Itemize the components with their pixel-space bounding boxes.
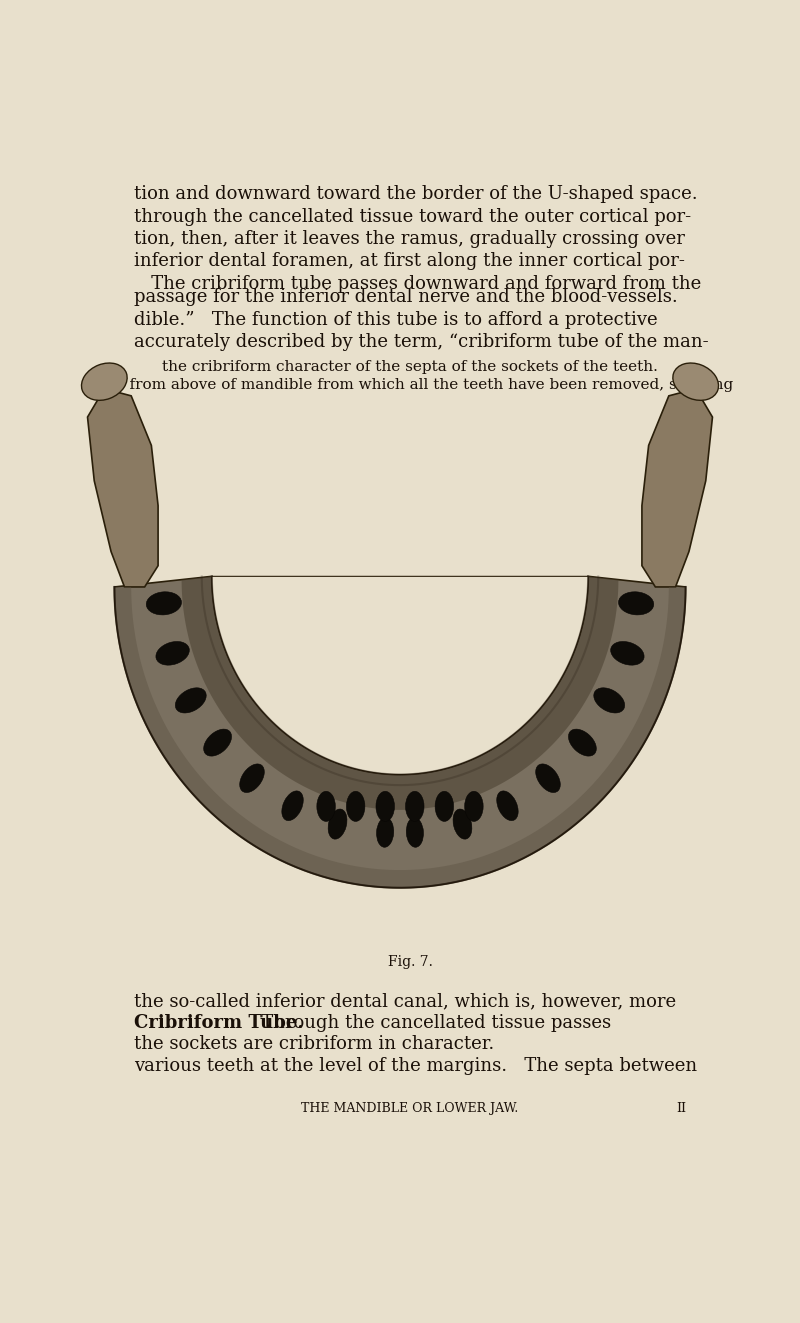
Ellipse shape [346, 791, 365, 822]
Text: passage for the inferior dental nerve and the blood-vessels.: passage for the inferior dental nerve an… [134, 288, 678, 306]
Ellipse shape [82, 363, 127, 401]
Ellipse shape [673, 363, 718, 401]
Ellipse shape [406, 818, 423, 847]
Polygon shape [114, 577, 686, 888]
Ellipse shape [175, 688, 206, 713]
Text: Through the cancellated tissue passes: Through the cancellated tissue passes [245, 1015, 611, 1032]
Text: Fig. 7.: Fig. 7. [387, 955, 433, 970]
Ellipse shape [377, 818, 394, 847]
Ellipse shape [465, 791, 483, 822]
Text: dible.”   The function of this tube is to afford a protective: dible.” The function of this tube is to … [134, 311, 658, 328]
Ellipse shape [146, 591, 182, 615]
Text: THE MANDIBLE OR LOWER JAW.: THE MANDIBLE OR LOWER JAW. [302, 1102, 518, 1115]
Text: through the cancellated tissue toward the outer cortical por-: through the cancellated tissue toward th… [134, 208, 691, 226]
Text: accurately described by the term, “cribriform tube of the man-: accurately described by the term, “cribr… [134, 333, 709, 351]
Ellipse shape [156, 642, 190, 665]
Polygon shape [182, 577, 618, 810]
Ellipse shape [435, 791, 454, 822]
Text: the sockets are cribriform in character.: the sockets are cribriform in character. [134, 1035, 494, 1053]
Ellipse shape [594, 688, 625, 713]
Ellipse shape [282, 791, 303, 820]
Text: Cribriform Tube.: Cribriform Tube. [134, 1015, 304, 1032]
Text: various teeth at the level of the margins.   The septa between: various teeth at the level of the margin… [134, 1057, 698, 1076]
Ellipse shape [328, 810, 347, 839]
Polygon shape [114, 587, 686, 888]
Ellipse shape [317, 791, 335, 822]
Ellipse shape [453, 810, 472, 839]
Ellipse shape [569, 729, 596, 757]
Text: inferior dental foramen, at first along the inner cortical por-: inferior dental foramen, at first along … [134, 253, 685, 270]
Ellipse shape [406, 791, 424, 822]
Ellipse shape [610, 642, 644, 665]
Ellipse shape [204, 729, 231, 757]
Polygon shape [87, 389, 158, 587]
Ellipse shape [240, 763, 264, 792]
Text: View from above of mandible from which all the teeth have been removed, showing: View from above of mandible from which a… [87, 378, 733, 392]
Text: the so-called inferior dental canal, which is, however, more: the so-called inferior dental canal, whi… [134, 992, 676, 1009]
Polygon shape [212, 577, 588, 774]
Ellipse shape [618, 591, 654, 615]
Text: the cribriform character of the septa of the sockets of the teeth.: the cribriform character of the septa of… [162, 360, 658, 374]
Ellipse shape [497, 791, 518, 820]
Ellipse shape [376, 791, 394, 822]
Text: The cribriform tube passes downward and forward from the: The cribriform tube passes downward and … [134, 275, 702, 292]
Text: tion and downward toward the border of the U-shaped space.: tion and downward toward the border of t… [134, 185, 698, 204]
Text: II: II [676, 1102, 686, 1115]
Ellipse shape [536, 763, 560, 792]
Polygon shape [642, 389, 713, 587]
Text: tion, then, after it leaves the ramus, gradually crossing over: tion, then, after it leaves the ramus, g… [134, 230, 685, 249]
